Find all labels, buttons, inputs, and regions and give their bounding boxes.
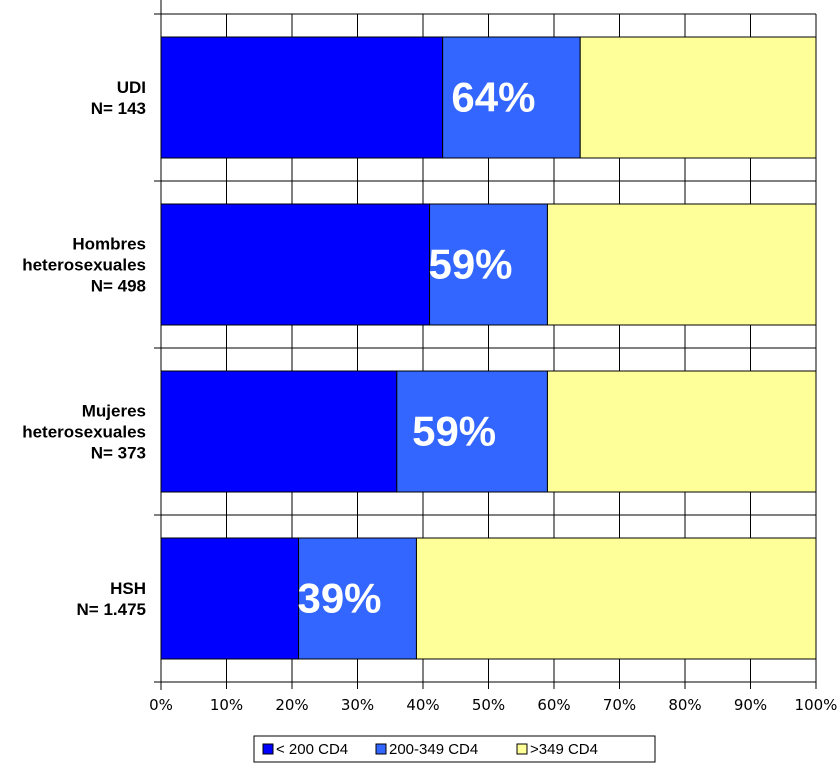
category-label-1-0: Hombres [72, 235, 146, 254]
bar-1-series-2 [546, 203, 817, 326]
x-tick-label-10: 100% [795, 696, 838, 714]
bars [160, 36, 817, 660]
bar-label-2: 59% [412, 408, 496, 455]
legend-swatch-0 [262, 743, 274, 755]
bar-0-series-0 [160, 36, 444, 159]
category-label-1-2: N= 498 [91, 277, 146, 296]
x-tick-label-8: 80% [668, 696, 701, 714]
x-tick-label-3: 30% [341, 696, 374, 714]
category-label-1-1: heterosexuales [22, 256, 146, 275]
bar-2-series-1 [396, 370, 548, 493]
category-label-0-1: N= 143 [91, 99, 146, 118]
x-tick-label-1: 10% [210, 696, 243, 714]
x-tick-label-2: 20% [275, 696, 308, 714]
category-label-2-1: heterosexuales [22, 423, 146, 442]
legend-swatch-2 [516, 743, 528, 755]
legend-swatch-1 [375, 743, 387, 755]
bar-1-series-1 [429, 203, 548, 326]
bar-1-series-0 [160, 203, 431, 326]
bar-label-3: 39% [297, 575, 381, 622]
bar-label-1: 59% [428, 241, 512, 288]
category-label-2-0: Mujeres [82, 402, 146, 421]
axes [154, 0, 817, 690]
bar-3-series-2 [415, 537, 817, 660]
category-label-0-0: UDI [117, 78, 146, 97]
x-tick-label-5: 50% [472, 696, 505, 714]
bar-2-series-2 [546, 370, 817, 493]
category-label-2-2: N= 373 [91, 444, 146, 463]
legend-label-1: 200-349 CD4 [389, 741, 478, 758]
legend-box [253, 735, 656, 763]
bar-0-series-2 [579, 36, 817, 159]
legend-label-0: < 200 CD4 [276, 741, 348, 758]
legend: < 200 CD4 200-349 CD4 >349 CD4 [253, 735, 656, 763]
x-tick-label-9: 90% [734, 696, 767, 714]
legend-label-2: >349 CD4 [530, 741, 598, 758]
labels: 64% UDI N= 143 59% Hombres heterosexuales N= 4… [22, 74, 837, 715]
category-label-3-1: N= 1.475 [77, 600, 146, 619]
x-tick-label-7: 70% [603, 696, 636, 714]
bar-3-series-1 [298, 537, 417, 660]
bar-3-series-0 [160, 537, 300, 660]
bar-label-0: 64% [451, 74, 535, 121]
category-label-3-0: HSH [110, 579, 146, 598]
x-tick-label-4: 40% [406, 696, 439, 714]
x-tick-label-6: 60% [537, 696, 570, 714]
bar-0-series-1 [442, 36, 581, 159]
bar-2-series-0 [160, 370, 398, 493]
x-tick-label-0: 0% [149, 696, 173, 714]
